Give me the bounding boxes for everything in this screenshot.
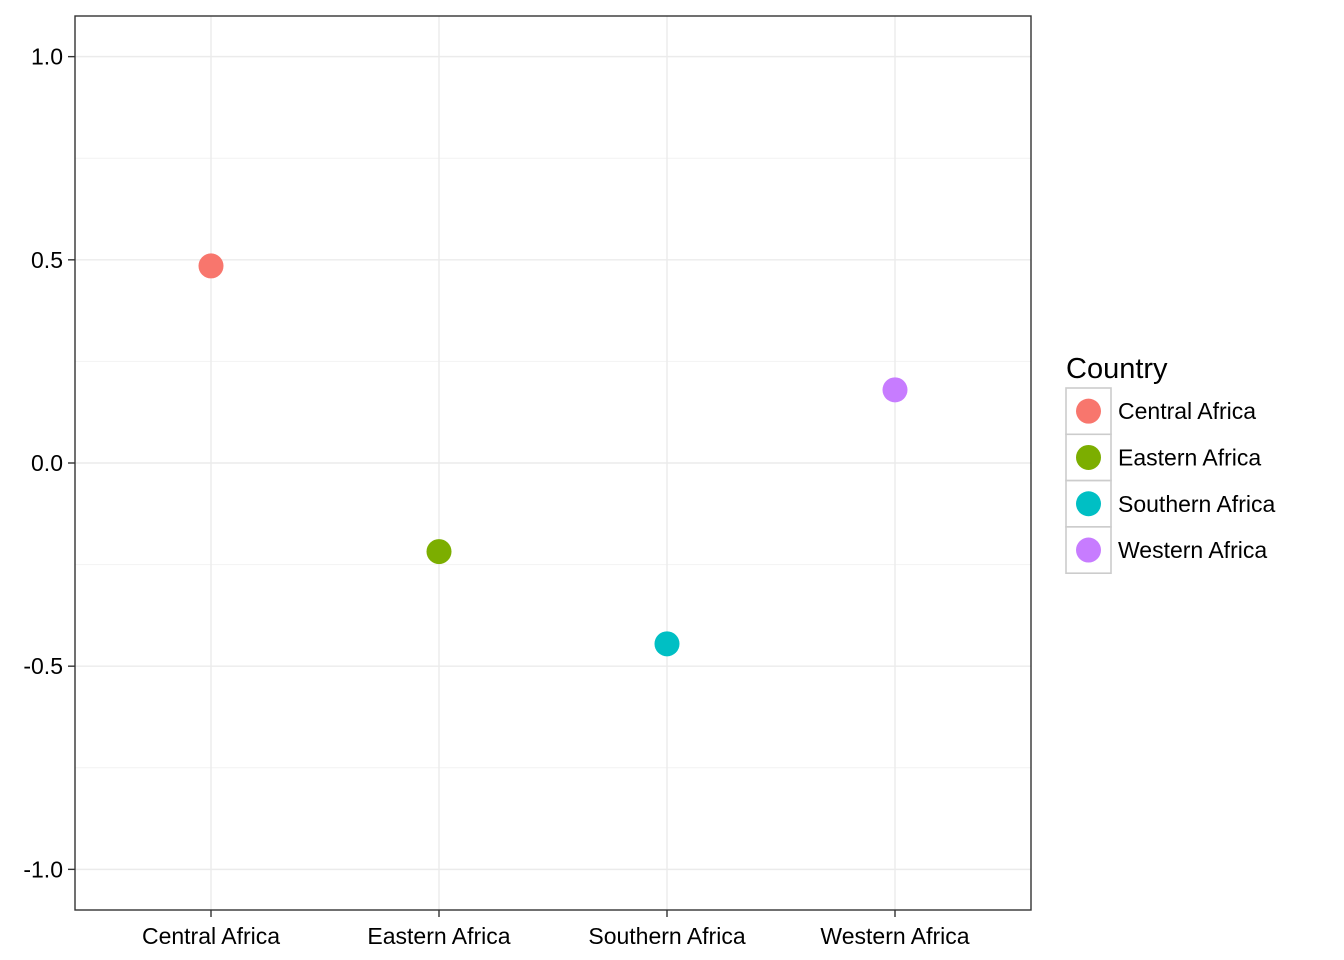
y-tick-label: -1.0: [23, 856, 63, 882]
data-point-western-africa: [882, 377, 908, 403]
axes-layer: 1.0 0.5 0.0 -0.5 -1.0 Central Africa Eastern A…: [23, 44, 969, 949]
data-point-central-africa: [198, 253, 224, 279]
y-tick-label: 0.5: [31, 247, 63, 273]
y-tick-label: 1.0: [31, 44, 63, 70]
x-tick-label: Eastern Africa: [367, 923, 510, 949]
legend-key-swatch: [1076, 398, 1101, 424]
legend-entry-label: Western Africa: [1118, 537, 1267, 563]
y-tick-label: 0.0: [31, 450, 63, 476]
legend-entry-label: Central Africa: [1118, 398, 1256, 424]
data-point-eastern-africa: [426, 539, 452, 565]
legend-entry-label: Eastern Africa: [1118, 444, 1261, 470]
points-layer: [198, 253, 908, 657]
legend-key-swatch: [1076, 537, 1101, 563]
legend: Country Central Africa Eastern Africa Sout…: [1065, 353, 1275, 575]
x-tick-label: Western Africa: [820, 923, 969, 949]
grid-layer: [75, 16, 1031, 910]
legend-key-swatch: [1076, 491, 1101, 517]
data-point-southern-africa: [654, 631, 680, 657]
legend-entry-label: Southern Africa: [1118, 491, 1275, 517]
legend-title: Country: [1066, 353, 1168, 385]
y-tick-label: -0.5: [23, 653, 63, 679]
x-tick-label: Southern Africa: [588, 923, 745, 949]
x-tick-label: Central Africa: [142, 923, 280, 949]
legend-key-swatch: [1076, 444, 1101, 470]
